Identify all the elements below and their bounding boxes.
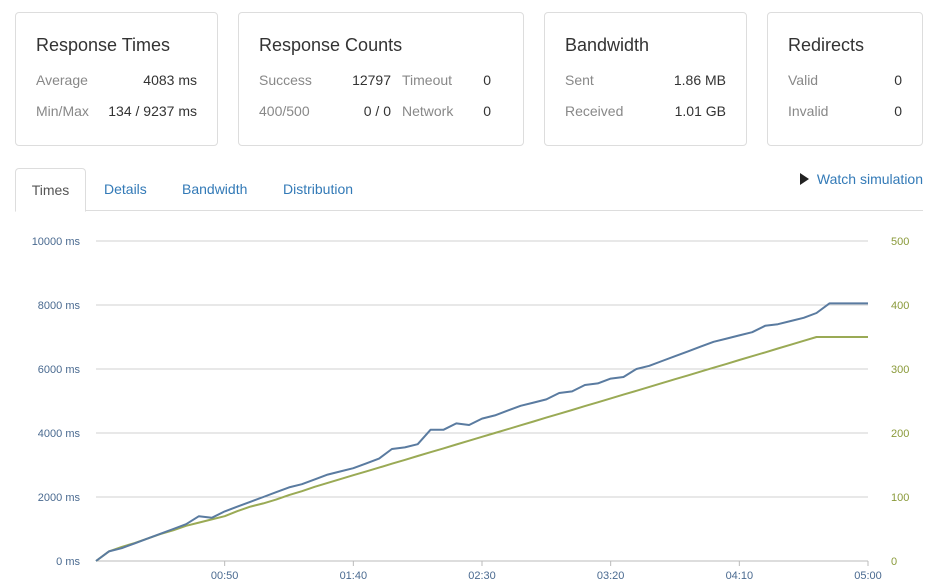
play-icon <box>799 173 809 185</box>
y-left-tick-label: 2000 ms <box>38 492 81 504</box>
average-value: 4083 ms <box>143 72 197 88</box>
response-times-card: Response Times Average 4083 ms Min/Max 1… <box>15 12 218 146</box>
bandwidth-title: Bandwidth <box>565 35 650 55</box>
response-times-chart: 0 ms 0 2000 ms 100 4000 ms 200 6000 ms 300 8000 … <box>32 236 910 581</box>
received-label: Received <box>565 103 624 119</box>
response-counts-card: Response Counts Success 12797 Timeout 0 … <box>238 12 524 146</box>
y-right-tick-label: 300 <box>891 364 909 376</box>
sent-label: Sent <box>565 72 594 88</box>
x-tick-label: 03:20 <box>597 570 625 581</box>
sent-value: 1.86 MB <box>673 72 726 88</box>
tab-details[interactable]: Details <box>104 181 147 197</box>
response-times-title: Response Times <box>36 35 171 55</box>
y-right-tick-label: 200 <box>891 428 909 440</box>
invalid-value: 0 <box>894 103 902 119</box>
watch-simulation-label: Watch simulation <box>816 171 923 187</box>
tab-distribution[interactable]: Distribution <box>283 181 354 197</box>
clients-series-line <box>95 336 868 562</box>
minmax-value: 134 / 9237 ms <box>108 103 197 119</box>
invalid-label: Invalid <box>788 103 829 119</box>
success-value: 12797 <box>352 72 391 88</box>
y-left-tick-label: 6000 ms <box>38 364 81 376</box>
y-right-tick-label: 0 <box>891 556 897 568</box>
y-left-tick-label: 8000 ms <box>38 300 81 312</box>
network-label: Network <box>402 103 454 119</box>
watch-simulation-link[interactable]: Watch simulation <box>799 170 923 188</box>
minmax-label: Min/Max <box>36 103 89 119</box>
valid-value: 0 <box>894 72 902 88</box>
redirects-card: Redirects Valid 0 Invalid 0 <box>767 12 923 146</box>
valid-label: Valid <box>788 72 819 88</box>
timeout-value: 0 <box>483 72 491 88</box>
errors-value: 0 / 0 <box>363 103 391 119</box>
x-tick-label: 05:00 <box>854 570 882 581</box>
x-tick-label: 01:40 <box>340 570 368 581</box>
tab-times[interactable]: Times <box>15 168 86 212</box>
x-tick-label: 04:10 <box>726 570 754 581</box>
tab-bandwidth[interactable]: Bandwidth <box>182 181 248 197</box>
redirects-title: Redirects <box>788 35 865 55</box>
success-label: Success <box>259 72 312 88</box>
y-left-tick-label: 4000 ms <box>38 428 81 440</box>
y-right-tick-label: 400 <box>891 300 909 312</box>
y-left-tick-label: 10000 ms <box>32 236 81 248</box>
received-value: 1.01 GB <box>674 103 726 119</box>
y-left-tick-label: 0 ms <box>56 556 80 568</box>
x-tick-label: 02:30 <box>468 570 496 581</box>
network-value: 0 <box>483 103 491 119</box>
x-tick-label: 00:50 <box>211 570 239 581</box>
timeout-label: Timeout <box>402 72 453 88</box>
average-label: Average <box>36 72 88 88</box>
response-counts-title: Response Counts <box>259 35 403 55</box>
errors-label: 400/500 <box>259 103 310 119</box>
y-right-tick-label: 500 <box>891 236 909 248</box>
y-right-tick-label: 100 <box>891 492 909 504</box>
results-tabs: Times Details Bandwidth Distribution <box>15 168 923 212</box>
response-time-series-line <box>95 302 868 562</box>
bandwidth-card: Bandwidth Sent 1.86 MB Received 1.01 GB <box>544 12 747 146</box>
